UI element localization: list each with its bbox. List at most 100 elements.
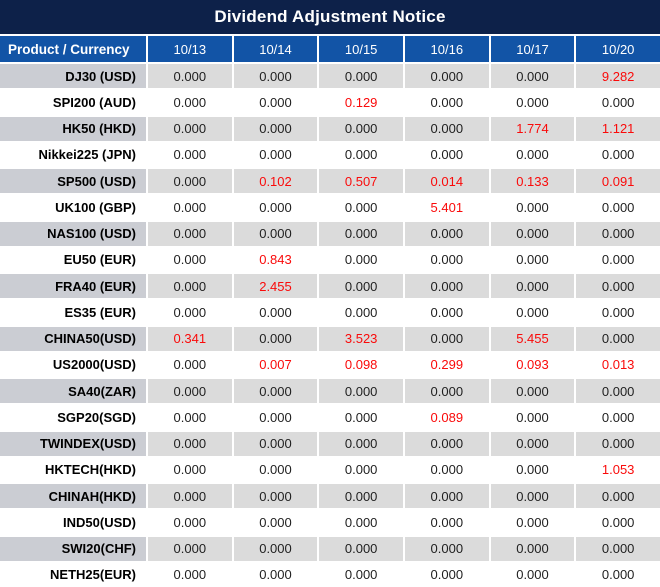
dividend-value-cell: 0.000: [404, 510, 489, 535]
dividend-value-cell: 0.000: [490, 536, 575, 561]
dividend-value-cell: 0.000: [576, 142, 660, 167]
product-label: EU50 (EUR): [0, 247, 146, 272]
dividend-value-cell: 0.000: [148, 536, 232, 561]
dividend-value-cell: 0.000: [404, 326, 489, 351]
dividend-value-cell: 0.000: [319, 536, 403, 561]
dividend-value-cell: 2.455: [233, 274, 318, 299]
dividend-value-cell: 0.000: [233, 510, 318, 535]
product-label: NAS100 (USD): [0, 221, 146, 246]
dividend-value-cell: 0.341: [148, 326, 232, 351]
dividend-value-cell: 0.000: [319, 562, 403, 587]
dividend-value-cell: 0.000: [490, 90, 575, 115]
dividend-value-cell: 0.000: [319, 142, 403, 167]
dividend-value-cell: 0.299: [404, 352, 489, 377]
dividend-value-cell: 0.000: [576, 274, 660, 299]
dividend-value-cell: 0.133: [490, 169, 575, 194]
product-label: CHINA50(USD): [0, 326, 146, 351]
dividend-value-cell: 0.000: [319, 64, 403, 89]
product-label: NETH25(EUR): [0, 562, 146, 587]
dividend-value-cell: 0.000: [576, 562, 660, 587]
dividend-value-cell: 0.000: [233, 457, 318, 482]
dividend-value-cell: 0.000: [148, 64, 232, 89]
dividend-value-cell: 0.000: [404, 300, 489, 325]
dividend-value-cell: 0.000: [576, 510, 660, 535]
dividend-value-cell: 0.000: [233, 326, 318, 351]
product-label: SWI20(CHF): [0, 536, 146, 561]
dividend-value-cell: 0.091: [576, 169, 660, 194]
dividend-value-cell: 0.000: [490, 457, 575, 482]
dividend-value-cell: 0.000: [319, 379, 403, 404]
column-header-date-5: 10/17: [490, 36, 575, 62]
dividend-value-cell: 0.000: [404, 116, 489, 141]
product-label: HKTECH(HKD): [0, 457, 146, 482]
dividend-value-cell: 0.000: [490, 142, 575, 167]
dividend-value-cell: 0.000: [490, 221, 575, 246]
dividend-value-cell: 0.000: [148, 431, 232, 456]
dividend-value-cell: 0.000: [576, 90, 660, 115]
dividend-value-cell: 0.093: [490, 352, 575, 377]
page-title: Dividend Adjustment Notice: [0, 0, 660, 36]
dividend-value-cell: 0.000: [576, 326, 660, 351]
product-label: Nikkei225 (JPN): [0, 142, 146, 167]
dividend-value-cell: 0.000: [490, 247, 575, 272]
dividend-value-cell: 0.102: [233, 169, 318, 194]
column-header-date-1: 10/13: [148, 36, 232, 62]
dividend-value-cell: 0.000: [233, 405, 318, 430]
dividend-value-cell: 0.000: [319, 405, 403, 430]
dividend-value-cell: 0.000: [233, 536, 318, 561]
dividend-value-cell: 0.000: [576, 536, 660, 561]
dividend-value-cell: 0.000: [576, 379, 660, 404]
dividend-value-cell: 0.000: [404, 484, 489, 509]
dividend-value-cell: 0.000: [404, 562, 489, 587]
dividend-value-cell: 5.401: [404, 195, 489, 220]
dividend-value-cell: 0.000: [319, 510, 403, 535]
dividend-value-cell: 0.000: [233, 195, 318, 220]
column-header-date-6: 10/20: [576, 36, 660, 62]
dividend-value-cell: 0.000: [148, 562, 232, 587]
dividend-value-cell: 0.000: [319, 221, 403, 246]
dividend-value-cell: 1.053: [576, 457, 660, 482]
dividend-value-cell: 0.000: [404, 142, 489, 167]
dividend-value-cell: 0.000: [490, 484, 575, 509]
dividend-value-cell: 0.000: [404, 274, 489, 299]
dividend-value-cell: 0.000: [490, 300, 575, 325]
dividend-value-cell: 0.000: [404, 221, 489, 246]
dividend-value-cell: 0.843: [233, 247, 318, 272]
dividend-value-cell: 1.121: [576, 116, 660, 141]
dividend-value-cell: 0.000: [576, 221, 660, 246]
dividend-value-cell: 0.000: [404, 64, 489, 89]
dividend-value-cell: 0.000: [576, 247, 660, 272]
dividend-value-cell: 0.000: [576, 484, 660, 509]
dividend-value-cell: 0.000: [576, 300, 660, 325]
column-header-date-2: 10/14: [233, 36, 318, 62]
dividend-value-cell: 0.000: [319, 116, 403, 141]
product-label: US2000(USD): [0, 352, 146, 377]
product-label: SPI200 (AUD): [0, 90, 146, 115]
dividend-value-cell: 0.000: [233, 300, 318, 325]
dividend-value-cell: 0.000: [576, 431, 660, 456]
dividend-value-cell: 0.000: [404, 431, 489, 456]
product-label: FRA40 (EUR): [0, 274, 146, 299]
dividend-value-cell: 0.000: [233, 116, 318, 141]
dividend-value-cell: 0.000: [148, 247, 232, 272]
dividend-value-cell: 0.000: [233, 90, 318, 115]
dividend-value-cell: 0.007: [233, 352, 318, 377]
dividend-value-cell: 0.000: [404, 457, 489, 482]
dividend-value-cell: 0.000: [148, 379, 232, 404]
dividend-value-cell: 0.000: [319, 195, 403, 220]
dividend-value-cell: 0.000: [490, 510, 575, 535]
dividend-table: Product / Currency 10/13 10/14 10/15 10/…: [0, 36, 660, 587]
dividend-value-cell: 0.013: [576, 352, 660, 377]
dividend-value-cell: 0.000: [576, 195, 660, 220]
dividend-value-cell: 0.000: [148, 195, 232, 220]
dividend-value-cell: 0.000: [148, 221, 232, 246]
dividend-value-cell: 0.000: [233, 64, 318, 89]
dividend-value-cell: 0.000: [490, 379, 575, 404]
dividend-value-cell: 0.000: [319, 484, 403, 509]
dividend-value-cell: 5.455: [490, 326, 575, 351]
dividend-value-cell: 1.774: [490, 116, 575, 141]
product-label: CHINAH(HKD): [0, 484, 146, 509]
dividend-value-cell: 0.000: [576, 405, 660, 430]
dividend-value-cell: 0.000: [490, 431, 575, 456]
